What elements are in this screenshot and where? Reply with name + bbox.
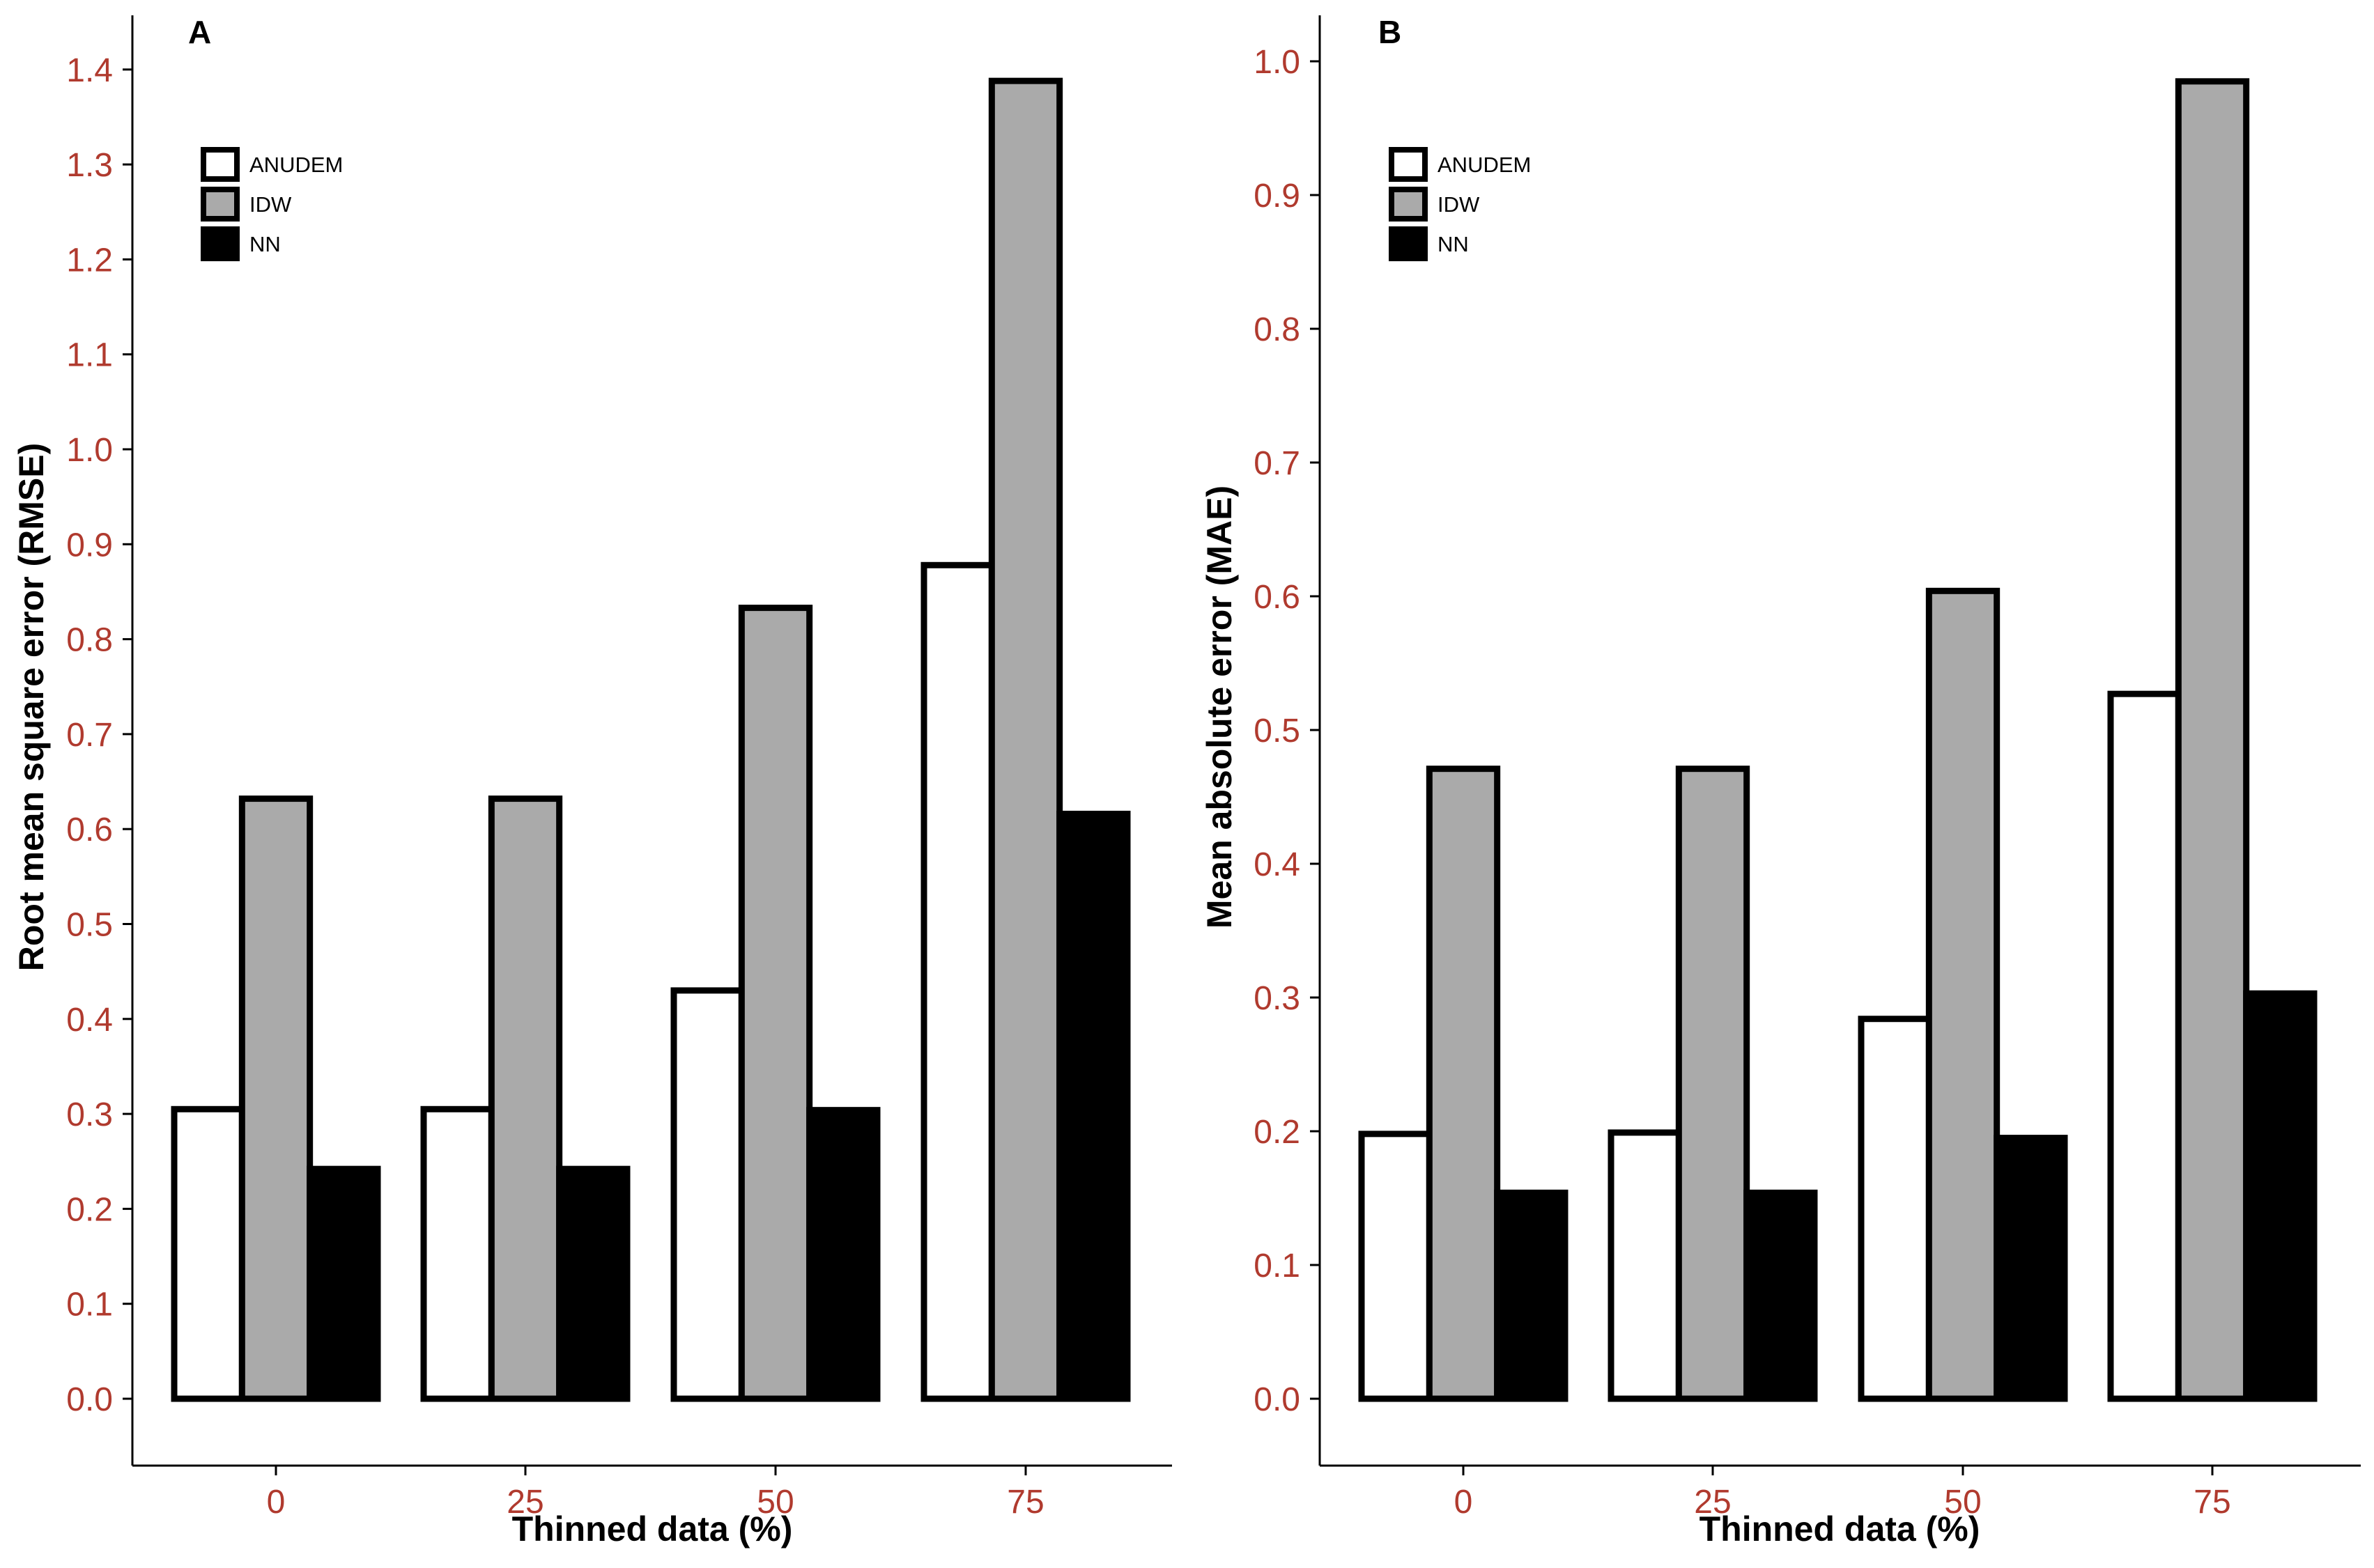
y-tick-label: 0.3 xyxy=(66,1096,113,1133)
y-tick-label: 0.4 xyxy=(1254,846,1300,883)
x-tick-label: 75 xyxy=(2194,1484,2230,1521)
x-axis-title: Thinned data (%) xyxy=(1699,1509,1980,1548)
bar-idw-75 xyxy=(988,77,1063,1402)
legend-label-anudem: ANUDEM xyxy=(249,153,343,177)
bar-anudem-25 xyxy=(420,1105,495,1402)
y-tick-label: 0.2 xyxy=(66,1191,113,1228)
y-tick-label: 0.5 xyxy=(66,907,113,944)
y-tick-label: 1.1 xyxy=(66,337,113,374)
bar-nn-50 xyxy=(1994,1135,2068,1402)
x-tick-label: 0 xyxy=(1454,1484,1473,1521)
legend-key-nn xyxy=(201,226,240,261)
x-tick-label: 25 xyxy=(507,1484,544,1521)
bar-idw-50 xyxy=(1925,587,2001,1402)
legend: ANUDEM IDW NN xyxy=(1389,147,1531,261)
y-tick-label: 0.2 xyxy=(1254,1114,1300,1151)
bar-anudem-0 xyxy=(1358,1131,1433,1402)
legend-label-idw: IDW xyxy=(249,192,292,217)
y-tick-label: 1.3 xyxy=(66,147,113,184)
y-tick-label: 0.9 xyxy=(66,527,113,564)
y-axis-title: Root mean square error (RMSE) xyxy=(12,443,51,971)
bar-nn-75 xyxy=(1056,810,1131,1402)
y-tick-label: 0.8 xyxy=(1254,311,1300,348)
bar-anudem-75 xyxy=(920,561,995,1402)
bar-idw-25 xyxy=(488,795,563,1402)
bar-nn-75 xyxy=(2243,990,2318,1402)
y-axis-title: Mean absolute error (MAE) xyxy=(1200,486,1239,929)
x-axis-title: Thinned data (%) xyxy=(512,1509,793,1548)
x-tick-label: 25 xyxy=(1694,1484,1731,1521)
y-tick-label: 0.4 xyxy=(66,1002,113,1039)
y-tick-label: 0.5 xyxy=(1254,713,1300,750)
x-tick-label: 75 xyxy=(1007,1484,1044,1521)
x-tick-label: 50 xyxy=(757,1484,794,1521)
y-tick-label: 0.8 xyxy=(66,622,113,659)
legend-label-nn: NN xyxy=(1437,232,1469,256)
bar-idw-0 xyxy=(238,795,314,1402)
y-tick-label: 0.1 xyxy=(66,1287,113,1324)
bar-anudem-75 xyxy=(2107,690,2182,1402)
bar-anudem-50 xyxy=(1858,1016,1932,1402)
x-tick-label: 0 xyxy=(267,1484,286,1521)
legend-key-nn xyxy=(1389,226,1428,261)
y-tick-label: 0.0 xyxy=(1254,1381,1300,1418)
y-tick-label: 0.3 xyxy=(1254,980,1300,1017)
legend-key-idw xyxy=(1389,187,1428,222)
bar-idw-25 xyxy=(1675,766,1750,1402)
bar-nn-25 xyxy=(1743,1189,1818,1402)
y-tick-label: 1.2 xyxy=(66,242,113,279)
bar-nn-0 xyxy=(1494,1189,1568,1402)
y-tick-label: 0.9 xyxy=(1254,178,1300,215)
legend-key-idw xyxy=(201,187,240,222)
y-tick-label: 0.6 xyxy=(66,812,113,848)
bar-nn-0 xyxy=(307,1165,381,1402)
panel-label: B xyxy=(1378,14,1401,50)
legend-key-anudem xyxy=(1389,147,1428,182)
legend-label-anudem: ANUDEM xyxy=(1437,153,1531,177)
panel-a: 0.0 0.1 0.2 0.3 0.4 0.5 0.6 0.7 0.8 0.9 1.0 1.1 1.2 1… xyxy=(12,14,1172,1548)
y-tick-label: 1.4 xyxy=(66,52,113,89)
panel-b: 0.0 0.1 0.2 0.3 0.4 0.5 0.6 0.7 0.8 0.9 1.0 0 25 50 75… xyxy=(1200,14,2361,1548)
bar-anudem-0 xyxy=(171,1105,245,1402)
x-tick-label: 50 xyxy=(1944,1484,1981,1521)
legend-label-idw: IDW xyxy=(1437,192,1480,217)
bar-idw-75 xyxy=(2175,78,2250,1402)
bar-nn-50 xyxy=(806,1107,881,1402)
bar-anudem-50 xyxy=(670,987,745,1402)
bar-idw-50 xyxy=(738,605,813,1402)
y-tick-label: 0.0 xyxy=(66,1381,113,1418)
legend-label-nn: NN xyxy=(249,232,281,256)
legend-key-anudem xyxy=(201,147,240,182)
bar-idw-0 xyxy=(1426,766,1501,1402)
bar-nn-25 xyxy=(556,1165,631,1402)
y-tick-label: 0.7 xyxy=(1254,445,1300,482)
y-tick-label: 0.1 xyxy=(1254,1248,1300,1284)
y-tick-label: 1.0 xyxy=(66,432,113,469)
y-tick-label: 0.6 xyxy=(1254,579,1300,616)
panel-label: A xyxy=(188,14,211,50)
y-tick-label: 0.7 xyxy=(66,717,113,754)
y-tick-label: 1.0 xyxy=(1254,44,1300,81)
legend: ANUDEM IDW NN xyxy=(201,147,343,261)
bar-anudem-25 xyxy=(1608,1129,1682,1402)
